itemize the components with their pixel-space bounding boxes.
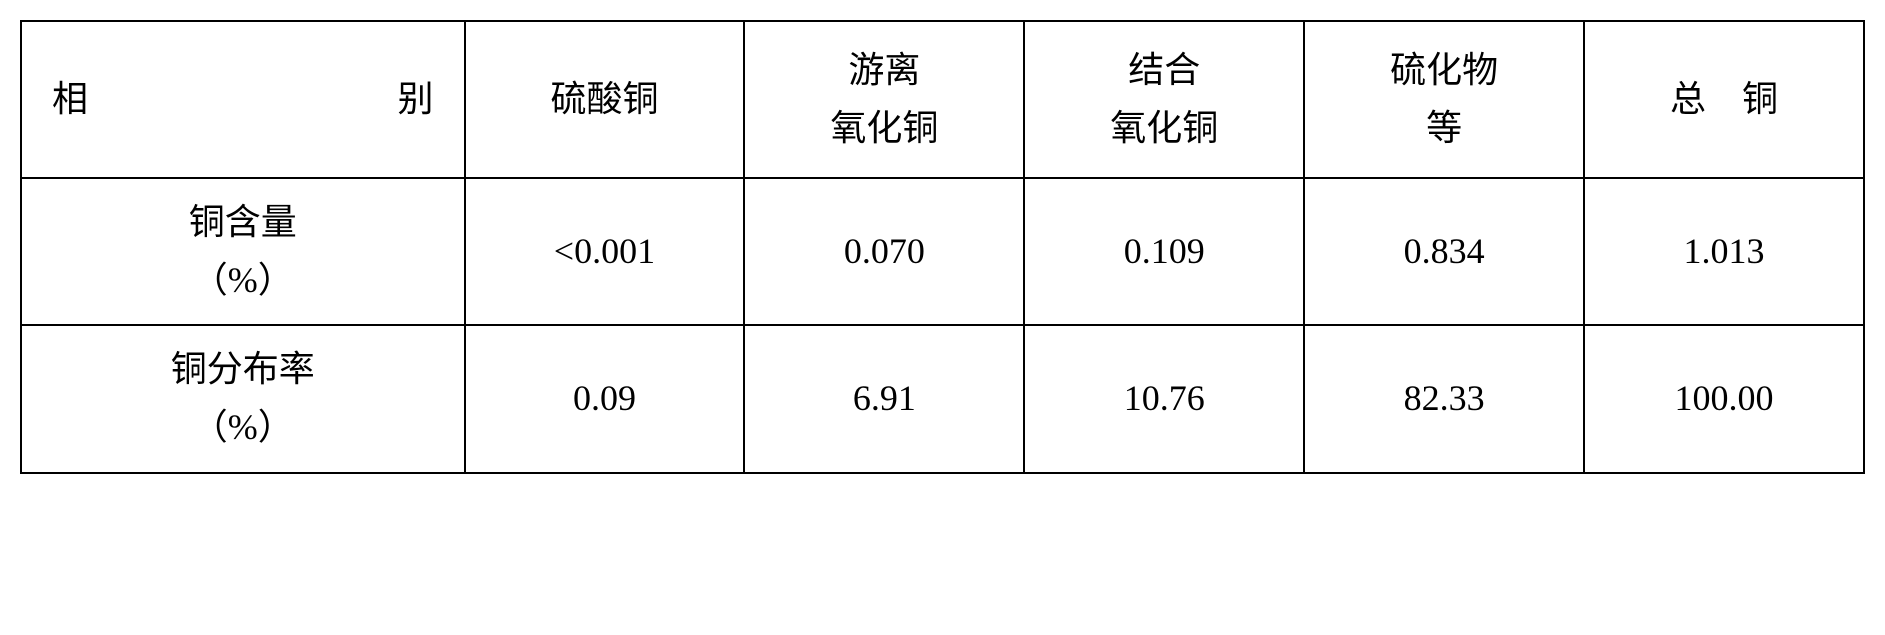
cell-combined-copper-oxide: 10.76 bbox=[1024, 325, 1304, 472]
header-sulfide-etc: 硫化物 等 bbox=[1304, 21, 1584, 178]
cell-total-copper: 1.013 bbox=[1584, 178, 1864, 325]
cell-sulfide-etc: 0.834 bbox=[1304, 178, 1584, 325]
row-label-copper-content: 铜含量 （%） bbox=[21, 178, 465, 325]
cell-combined-copper-oxide: 0.109 bbox=[1024, 178, 1304, 325]
table-header-row: 相 别 硫酸铜 游离 氧化铜 结合 氧化铜 硫化物 等 总 铜 bbox=[21, 21, 1864, 178]
header-phase: 相 别 bbox=[21, 21, 465, 178]
copper-phase-table: 相 别 硫酸铜 游离 氧化铜 结合 氧化铜 硫化物 等 总 铜 铜含量 （%） … bbox=[20, 20, 1865, 474]
table-row: 铜分布率 （%） 0.09 6.91 10.76 82.33 100.00 bbox=[21, 325, 1864, 472]
cell-copper-sulfate: <0.001 bbox=[465, 178, 745, 325]
header-free-copper-oxide: 游离 氧化铜 bbox=[744, 21, 1024, 178]
cell-copper-sulfate: 0.09 bbox=[465, 325, 745, 472]
header-total-copper: 总 铜 bbox=[1584, 21, 1864, 178]
cell-free-copper-oxide: 0.070 bbox=[744, 178, 1024, 325]
row-label-copper-distribution: 铜分布率 （%） bbox=[21, 325, 465, 472]
table-row: 铜含量 （%） <0.001 0.070 0.109 0.834 1.013 bbox=[21, 178, 1864, 325]
header-combined-copper-oxide: 结合 氧化铜 bbox=[1024, 21, 1304, 178]
cell-free-copper-oxide: 6.91 bbox=[744, 325, 1024, 472]
header-copper-sulfate: 硫酸铜 bbox=[465, 21, 745, 178]
cell-total-copper: 100.00 bbox=[1584, 325, 1864, 472]
cell-sulfide-etc: 82.33 bbox=[1304, 325, 1584, 472]
